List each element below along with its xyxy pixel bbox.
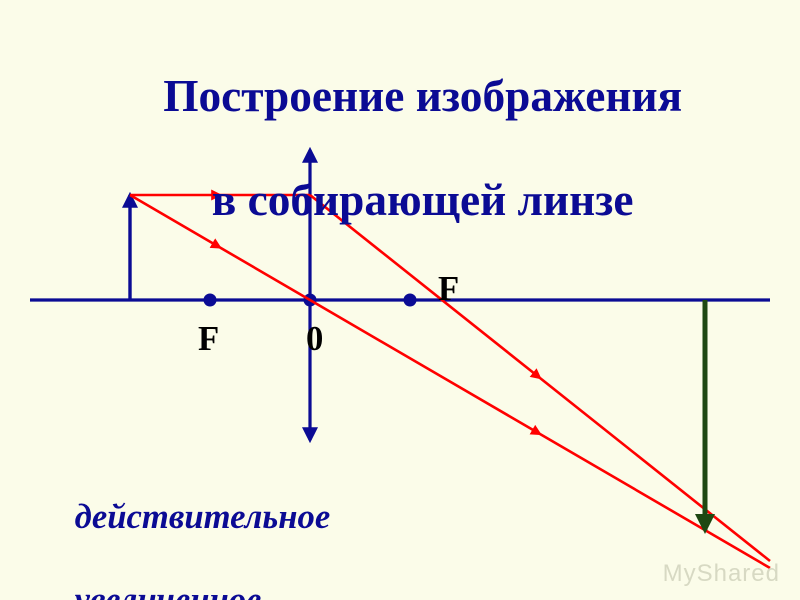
page-title: Построение изображения в собирающей линз… — [0, 18, 800, 279]
label-focus-right: F — [438, 270, 459, 309]
focus-dot — [204, 294, 217, 307]
title-line-1: Построение изображения — [163, 71, 682, 121]
ray-segment — [310, 300, 540, 434]
focus-dot — [404, 294, 417, 307]
watermark-text: MyShared — [663, 560, 780, 588]
label-center: 0 — [306, 320, 323, 359]
caption-line-2: увеличенное — [75, 581, 262, 600]
ray-segment — [540, 434, 770, 568]
result-caption: действительное увеличенное обратное — [40, 455, 330, 600]
stage: Построение изображения в собирающей линз… — [0, 0, 800, 600]
ray-segment — [540, 378, 770, 561]
label-focus-left: F — [198, 320, 219, 359]
title-line-2: в собирающей линзе — [212, 175, 634, 225]
caption-line-1: действительное — [75, 498, 331, 536]
